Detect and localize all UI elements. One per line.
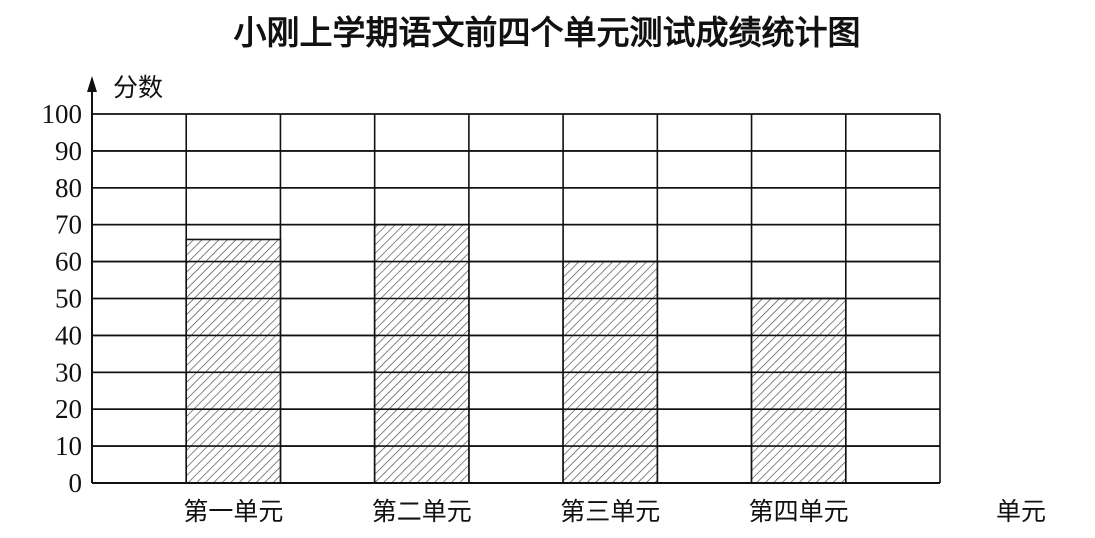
y-axis-label: 分数 xyxy=(113,73,163,102)
x-axis-label: 单元 xyxy=(996,497,1046,526)
y-tick-label: 40 xyxy=(55,320,82,350)
y-tick-labels: 0 10 20 30 40 50 60 70 80 90 100 xyxy=(42,99,83,498)
category-label: 第三单元 xyxy=(560,497,660,526)
chart-title: 小刚上学期语文前四个单元测试成绩统计图 xyxy=(234,13,861,52)
bars xyxy=(92,113,940,484)
bar-4 xyxy=(750,297,847,484)
y-tick-label: 70 xyxy=(55,210,82,240)
y-tick-label: 50 xyxy=(55,284,82,314)
bar-2 xyxy=(373,223,470,484)
x-tick-labels: 第一单元 第二单元 第三单元 第四单元 xyxy=(183,497,848,526)
y-tick-label: 80 xyxy=(55,173,82,203)
category-label: 第四单元 xyxy=(749,497,849,526)
category-label: 第二单元 xyxy=(372,497,472,526)
y-tick-label: 10 xyxy=(55,431,82,461)
y-tick-label: 0 xyxy=(69,468,83,498)
y-tick-label: 20 xyxy=(55,394,82,424)
y-tick-label: 60 xyxy=(55,247,82,277)
y-tick-label: 90 xyxy=(55,136,82,166)
category-label: 第一单元 xyxy=(183,497,283,526)
y-tick-label: 100 xyxy=(42,99,83,129)
bar-1 xyxy=(185,238,282,484)
y-axis-arrow-icon xyxy=(87,76,97,92)
y-tick-label: 30 xyxy=(55,357,82,387)
